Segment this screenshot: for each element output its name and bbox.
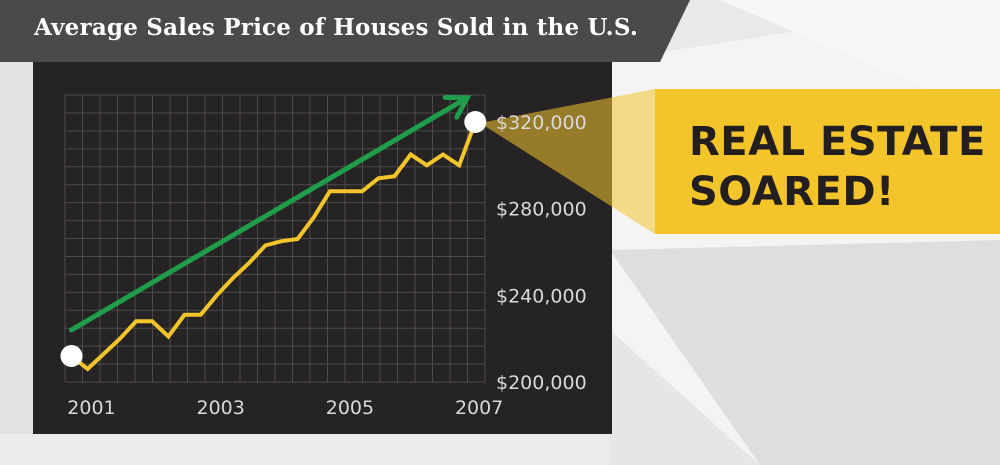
x-tick-label: 2001 [67, 397, 115, 419]
callout-line-1: REAL ESTATE [689, 119, 986, 165]
x-tick-label: 2007 [455, 397, 503, 419]
callout-text: REAL ESTATE SOARED! [689, 117, 986, 217]
callout-box: REAL ESTATE SOARED! [655, 89, 1000, 234]
chart-title: Average Sales Price of Houses Sold in th… [34, 14, 639, 41]
title-banner [0, 0, 690, 62]
series-line-price [70, 121, 478, 372]
marker-layer [60, 111, 487, 367]
trend-arrow-head [442, 94, 472, 120]
y-tick-label: $240,000 [496, 285, 587, 307]
chart-grid [64, 94, 486, 383]
x-tick-label: 2005 [326, 397, 374, 419]
callout-line-2: SOARED! [689, 169, 895, 215]
y-tick-label: $200,000 [496, 372, 587, 394]
trend-arrow [68, 94, 472, 333]
x-tick-label: 2003 [197, 397, 245, 419]
y-axis-ticks: $200,000 $240,000 $280,000 $320,000 [496, 112, 587, 394]
start-marker [60, 345, 83, 367]
trend-arrow-shaft [68, 95, 470, 333]
y-tick-label: $320,000 [496, 112, 587, 134]
y-tick-label: $280,000 [496, 199, 587, 221]
end-marker [464, 111, 487, 133]
callout-beam [480, 89, 655, 234]
x-axis-ticks: 2001 2003 2005 2007 [67, 397, 503, 419]
series-layer [70, 121, 478, 372]
